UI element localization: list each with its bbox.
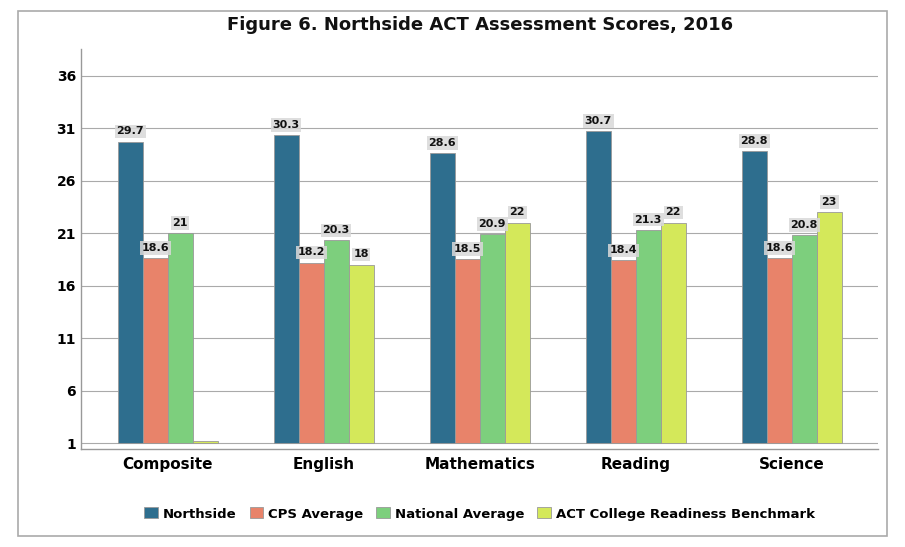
Bar <box>611 260 635 443</box>
Bar <box>816 212 842 443</box>
Text: 20.3: 20.3 <box>322 225 349 235</box>
Bar <box>792 235 816 443</box>
Bar <box>193 441 217 443</box>
Text: 20.8: 20.8 <box>790 220 818 230</box>
Text: 18.6: 18.6 <box>141 243 169 253</box>
Text: 20.9: 20.9 <box>479 219 506 229</box>
Text: 28.8: 28.8 <box>740 136 768 146</box>
Text: 28.6: 28.6 <box>428 138 456 148</box>
Bar <box>118 142 143 443</box>
Text: 18.5: 18.5 <box>453 244 481 254</box>
Bar <box>324 241 348 443</box>
Bar <box>299 263 324 443</box>
Text: 18.6: 18.6 <box>766 243 793 253</box>
Text: 30.7: 30.7 <box>585 116 612 126</box>
Text: 18: 18 <box>353 249 369 259</box>
Text: 22: 22 <box>665 207 681 217</box>
Title: Figure 6. Northside ACT Assessment Scores, 2016: Figure 6. Northside ACT Assessment Score… <box>226 16 733 34</box>
Bar <box>586 131 611 443</box>
Text: 29.7: 29.7 <box>117 126 144 136</box>
Text: 30.3: 30.3 <box>272 120 300 130</box>
Bar <box>767 258 792 443</box>
Text: 21: 21 <box>172 218 188 228</box>
Text: 23: 23 <box>822 197 837 207</box>
Bar <box>480 234 505 443</box>
Bar <box>143 258 167 443</box>
Bar <box>454 259 480 443</box>
Text: 21.3: 21.3 <box>634 215 662 225</box>
Bar <box>167 233 193 443</box>
Text: 22: 22 <box>510 207 525 217</box>
Text: 18.4: 18.4 <box>609 245 637 255</box>
Legend: Northside, CPS Average, National Average, ACT College Readiness Benchmark: Northside, CPS Average, National Average… <box>139 502 820 526</box>
Bar <box>273 136 299 443</box>
Text: 18.2: 18.2 <box>298 247 325 257</box>
Bar <box>635 230 661 443</box>
Bar <box>505 223 529 443</box>
Bar <box>430 153 454 443</box>
Bar <box>348 265 374 443</box>
Bar <box>661 223 686 443</box>
Bar <box>742 151 767 443</box>
